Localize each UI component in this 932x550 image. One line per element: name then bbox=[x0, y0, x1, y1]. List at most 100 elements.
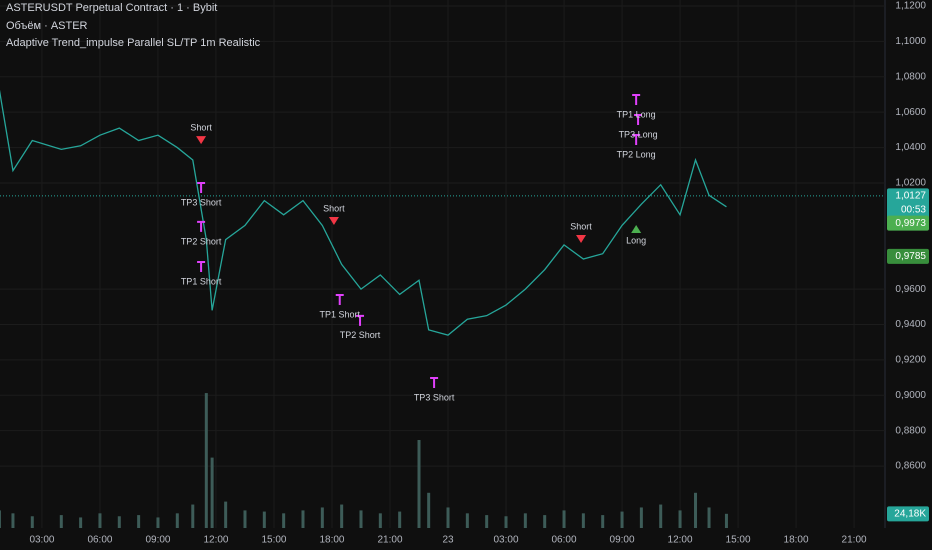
subtitle: Объём · ASTER bbox=[6, 20, 88, 32]
volume-bar bbox=[282, 513, 286, 528]
plot bbox=[0, 89, 727, 388]
tp-marker bbox=[356, 314, 365, 326]
volume-bar bbox=[204, 393, 208, 528]
tp-marker bbox=[197, 181, 206, 193]
volume-bar bbox=[601, 515, 605, 528]
annotation: TP1 Short bbox=[181, 276, 222, 286]
y-tick-label: 1,1200 bbox=[895, 1, 926, 12]
annotation: TP3 Long bbox=[619, 129, 658, 139]
y-tick-label: 1,0400 bbox=[895, 142, 926, 153]
volume-bar bbox=[581, 513, 585, 528]
volume-bar bbox=[398, 511, 402, 528]
annotation: TP1 Long bbox=[617, 109, 656, 119]
y-tick-label: 0,9000 bbox=[895, 390, 926, 401]
volume-bar bbox=[156, 517, 160, 528]
annotation: TP2 Short bbox=[340, 330, 381, 340]
x-tick-label: 21:00 bbox=[377, 535, 402, 546]
tp-marker bbox=[634, 114, 643, 126]
y-tick-label: 0,9400 bbox=[895, 319, 926, 330]
annotation: TP3 Short bbox=[181, 197, 222, 207]
price-label: 0,9973 bbox=[895, 218, 926, 229]
x-tick-label: 18:00 bbox=[319, 535, 344, 546]
annotation: Long bbox=[626, 235, 646, 245]
annotation: TP2 Long bbox=[617, 149, 656, 159]
annotation: TP2 Short bbox=[181, 236, 222, 246]
volume-bar bbox=[224, 501, 228, 528]
x-tick-label: 12:00 bbox=[203, 535, 228, 546]
x-tick-label: 15:00 bbox=[726, 535, 751, 546]
countdown: 00:53 bbox=[901, 205, 926, 216]
price-label-box bbox=[887, 188, 929, 219]
x-tick-label: 23 bbox=[442, 535, 454, 546]
price-line bbox=[0, 89, 727, 336]
volume-bar bbox=[301, 510, 305, 528]
x-tick-label: 03:00 bbox=[29, 535, 54, 546]
x-tick-label: 15:00 bbox=[261, 535, 286, 546]
annotation: TP3 Short bbox=[414, 392, 455, 402]
volume-bar bbox=[504, 516, 508, 528]
tp-marker bbox=[632, 134, 641, 146]
short-marker bbox=[196, 136, 207, 145]
volume-label-box bbox=[887, 506, 929, 522]
short-marker bbox=[328, 216, 339, 225]
volume-bar bbox=[659, 504, 663, 528]
y-tick-label: 1,0800 bbox=[895, 71, 926, 82]
y-tick-label: 1,0600 bbox=[895, 107, 926, 118]
x-tick-label: 06:00 bbox=[552, 535, 577, 546]
volume-bar bbox=[707, 507, 711, 528]
x-tick-label: 12:00 bbox=[668, 535, 693, 546]
annotation: Short bbox=[323, 203, 345, 213]
volume-bar bbox=[446, 507, 450, 528]
volume-bar bbox=[417, 440, 421, 528]
x-tick-label: 03:00 bbox=[494, 535, 519, 546]
annotation: Short bbox=[570, 221, 592, 231]
tp-marker bbox=[430, 376, 439, 388]
volume-label: 24,18K bbox=[894, 508, 926, 519]
volume-bar bbox=[137, 515, 141, 528]
volume-bar bbox=[359, 510, 363, 528]
volume-bar bbox=[0, 510, 1, 528]
volume-bar bbox=[191, 504, 195, 528]
price-label-box bbox=[887, 248, 929, 264]
y-tick-label: 0,8800 bbox=[895, 425, 926, 436]
volume-bar bbox=[175, 513, 179, 528]
volume-bar bbox=[59, 515, 63, 528]
x-tick-label: 18:00 bbox=[784, 535, 809, 546]
volume-bar bbox=[98, 513, 102, 528]
indicator-name: Adaptive Trend_impulse Parallel SL/TP 1m… bbox=[6, 37, 261, 49]
tp-marker bbox=[335, 293, 344, 305]
tp-marker bbox=[632, 94, 641, 106]
volume-bar bbox=[79, 517, 83, 528]
price-label: 1,0127 bbox=[895, 191, 926, 202]
volume-bar bbox=[465, 513, 469, 528]
y-tick-label: 0,8600 bbox=[895, 461, 926, 472]
volume-bar bbox=[639, 507, 643, 528]
volume-bar bbox=[340, 504, 344, 528]
long-marker bbox=[631, 224, 642, 233]
x-tick-label: 06:00 bbox=[87, 535, 112, 546]
x-tick-label: 09:00 bbox=[610, 535, 635, 546]
price-label: 0,9785 bbox=[895, 251, 926, 262]
volume-bar bbox=[523, 513, 527, 528]
volume-bar bbox=[11, 513, 15, 528]
volume-bar bbox=[378, 513, 382, 528]
volume-bar bbox=[694, 492, 698, 528]
volume-bar bbox=[262, 511, 266, 528]
volume-bar bbox=[543, 515, 547, 528]
volume-bar bbox=[620, 511, 624, 528]
price-label-box bbox=[887, 215, 929, 231]
volume-bar bbox=[427, 492, 431, 528]
x-tick-label: 09:00 bbox=[145, 535, 170, 546]
tp-marker bbox=[197, 261, 206, 273]
short-marker bbox=[576, 235, 587, 244]
y-tick-label: 1,1000 bbox=[895, 36, 926, 47]
y-tick-label: 0,9600 bbox=[895, 284, 926, 295]
volume-bar bbox=[210, 457, 214, 528]
volume-bar bbox=[724, 513, 728, 528]
volume-bar bbox=[320, 507, 324, 528]
grid bbox=[0, 0, 885, 528]
volume-bar bbox=[485, 515, 489, 528]
annotation: Short bbox=[190, 122, 212, 132]
